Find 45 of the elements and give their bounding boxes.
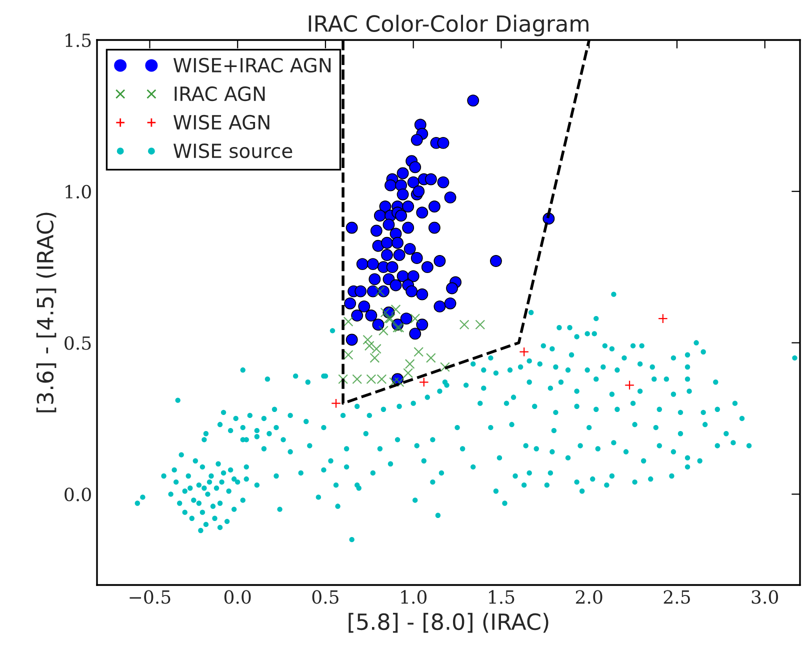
point — [370, 352, 380, 363]
point — [418, 377, 429, 388]
point — [475, 320, 486, 330]
y-tick-label: 1.0 — [66, 184, 91, 199]
y-tick-label: 0.0 — [64, 488, 91, 502]
point — [352, 374, 362, 384]
point — [519, 346, 530, 357]
point — [338, 374, 348, 384]
x-tick-label: 2.5 — [664, 590, 690, 604]
point — [410, 314, 420, 324]
x-tick-label: −0.5 — [130, 590, 170, 604]
point — [364, 340, 374, 351]
legend-label: WISE+IRAC AGN — [173, 58, 331, 73]
point — [331, 398, 341, 408]
point — [343, 350, 354, 360]
chart-title: IRAC Color-Color Diagram — [308, 14, 588, 36]
legend-label: WISE source — [173, 143, 292, 158]
point — [343, 316, 354, 327]
x-tick-label: 1.5 — [489, 590, 514, 604]
y-axis-title: [3.6] - [4.5] (IRAC) — [36, 212, 56, 412]
legend-label: WISE AGN — [173, 114, 270, 130]
x-tick-label: 2.0 — [576, 590, 602, 604]
point — [378, 326, 388, 336]
x-tick-label: 3.0 — [752, 590, 778, 604]
point — [624, 380, 634, 390]
point — [426, 352, 436, 363]
point — [404, 359, 415, 369]
y-tick-label: 0.5 — [64, 336, 91, 350]
point — [440, 362, 450, 372]
x-axis-title: [5.8] - [8.0] (IRAC) — [348, 612, 548, 633]
point — [371, 344, 382, 354]
point — [403, 368, 414, 378]
point — [459, 320, 470, 330]
point — [390, 304, 401, 314]
point — [389, 377, 399, 388]
point — [380, 308, 390, 318]
point — [414, 346, 424, 357]
point — [375, 286, 385, 296]
y-tick-label: 1.5 — [66, 33, 91, 48]
x-tick-label: 0.0 — [224, 590, 251, 604]
x-tick-label: 1.0 — [401, 590, 427, 604]
point — [362, 334, 373, 345]
legend-label: IRAC AGN — [174, 86, 265, 102]
x-tick-label: 0.5 — [312, 590, 338, 604]
point — [658, 314, 668, 324]
